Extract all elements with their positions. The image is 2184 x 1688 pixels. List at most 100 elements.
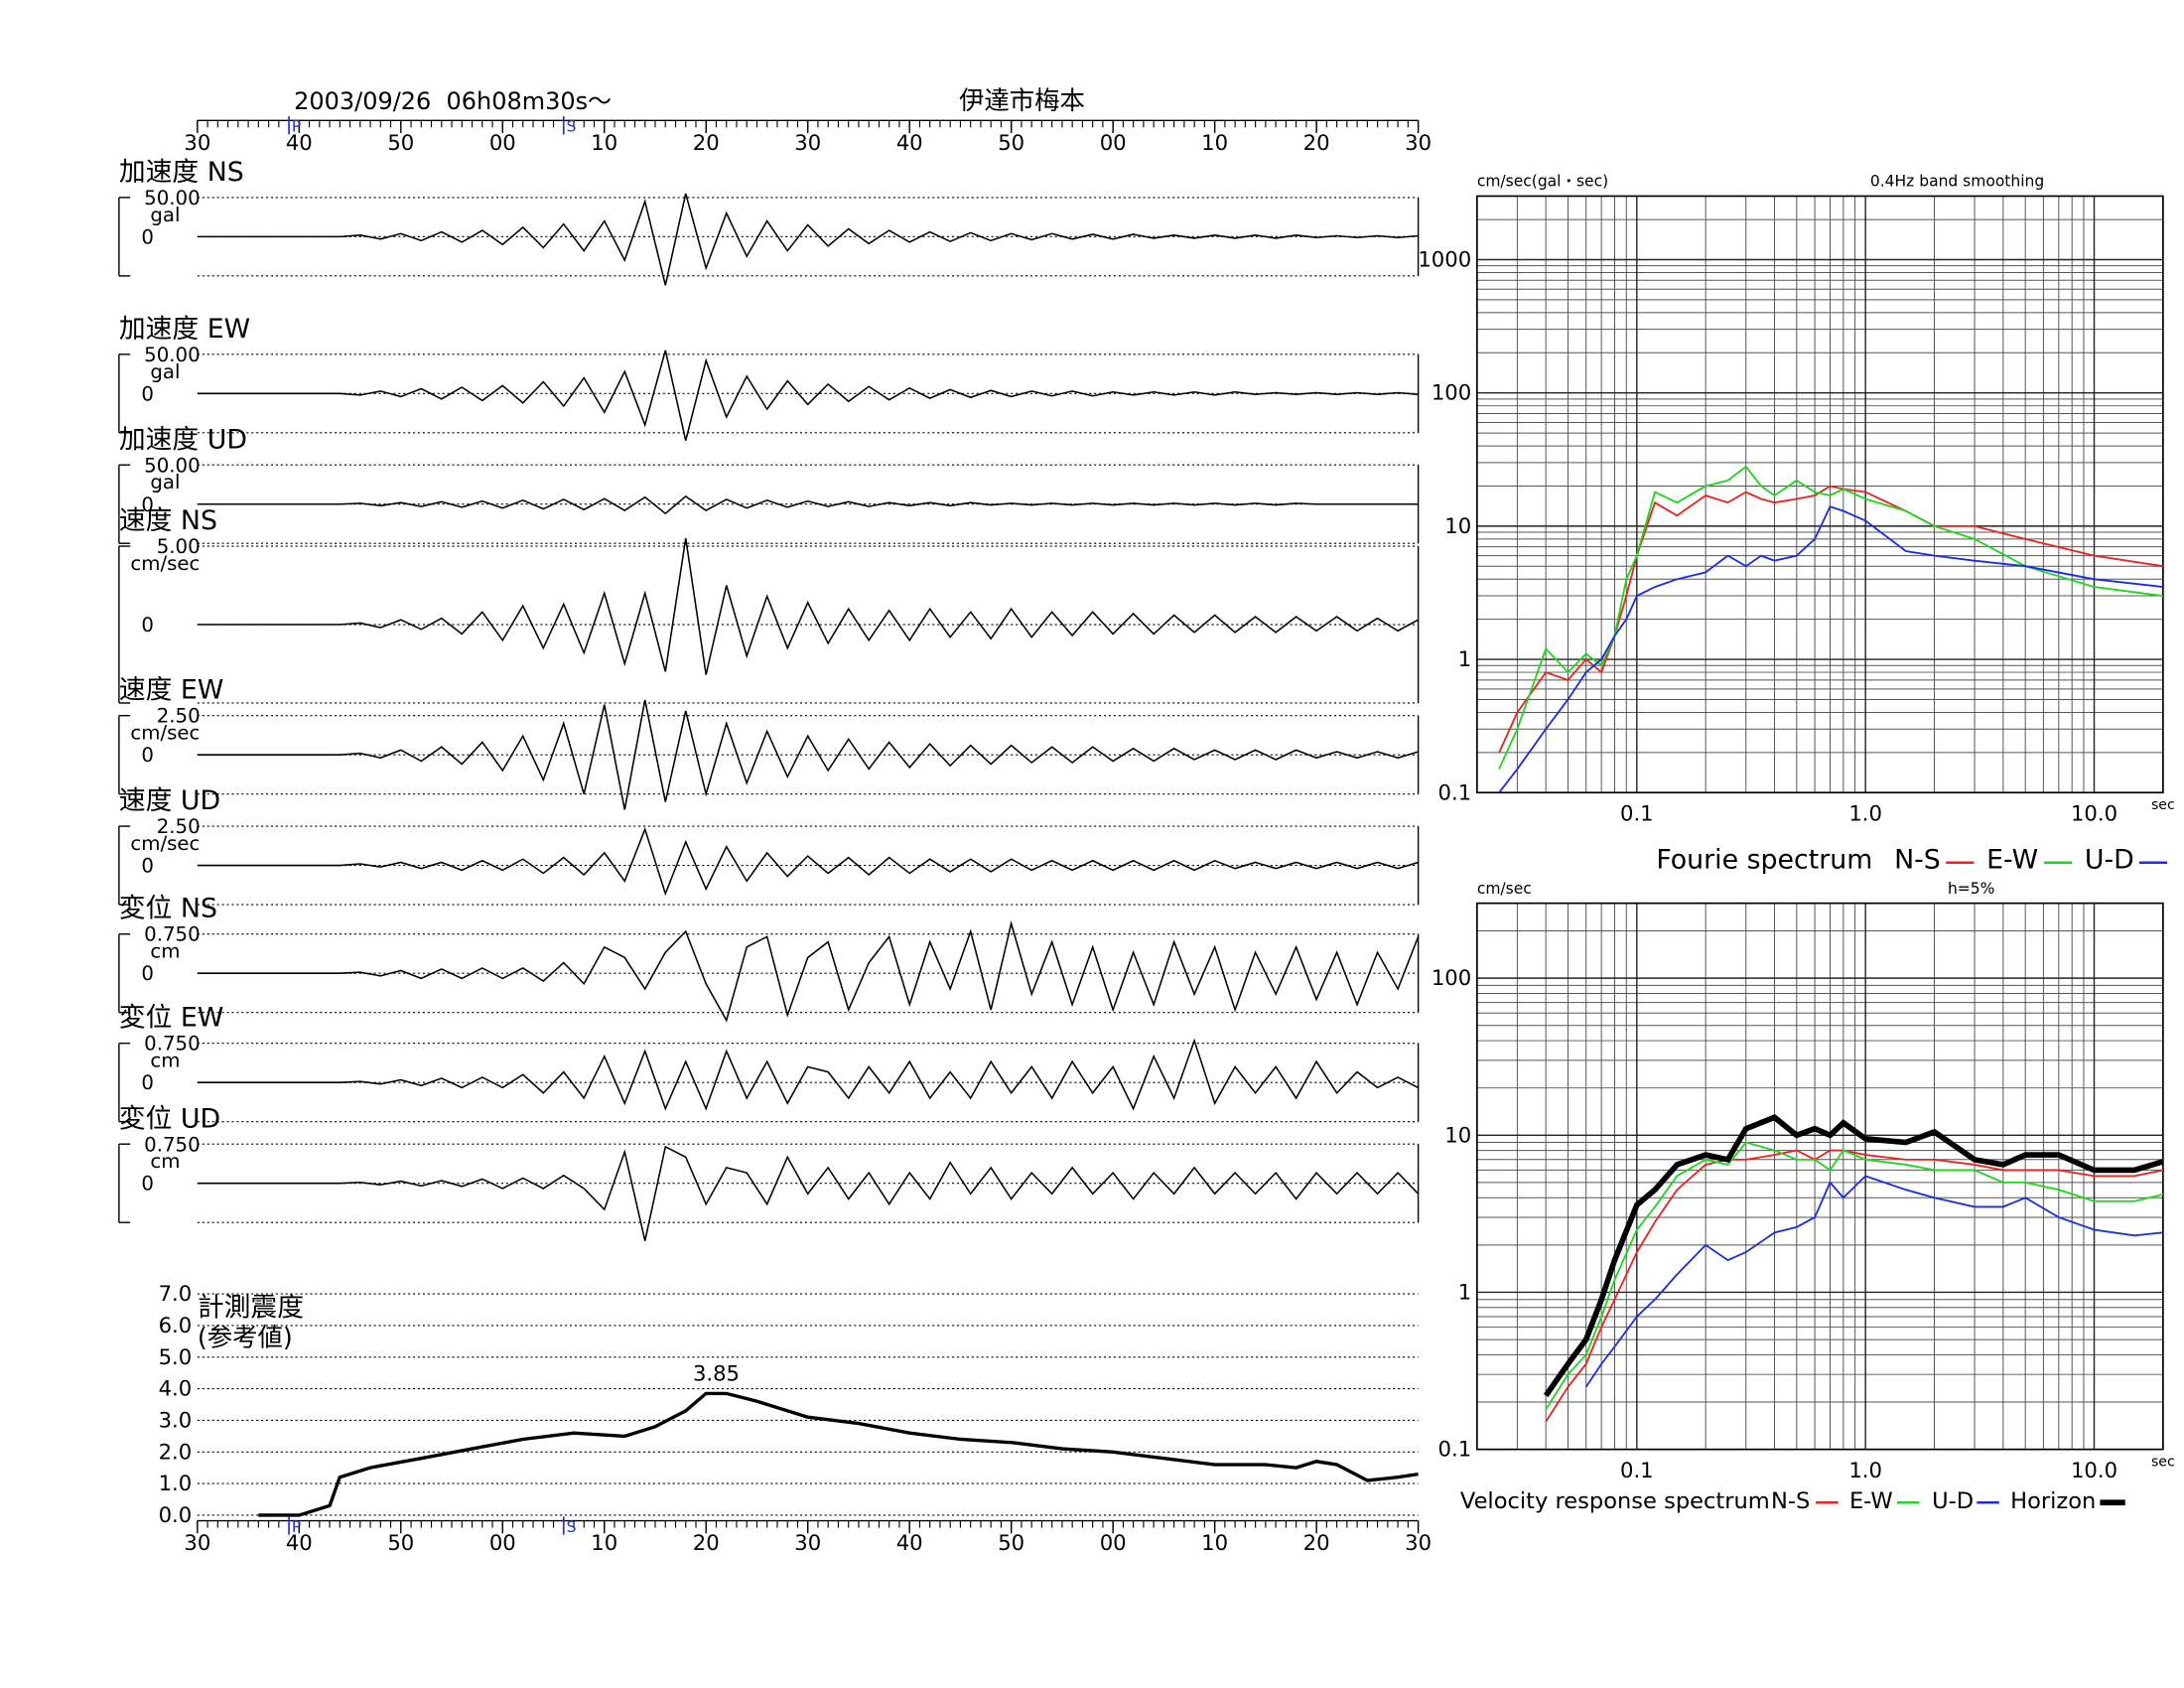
time-tick-label: 20 (1303, 130, 1330, 155)
legend-label: U-D (2085, 844, 2134, 875)
y-tick-label: 100 (1432, 965, 1471, 990)
plot-frame (1475, 195, 2164, 794)
phase-label: S (567, 118, 577, 136)
y-tick-label: 0.0 (159, 1502, 193, 1527)
waveform-trace (197, 193, 1419, 286)
record-datetime: 2003/09/26 06h08m30s〜 (294, 87, 612, 115)
y-tick-label: 0.750 (144, 1133, 201, 1156)
y-tick-label: 5.0 (159, 1344, 193, 1369)
time-tick-label: 30 (1405, 130, 1432, 155)
trace-title: 加速度 UD (119, 424, 247, 455)
waveform-trace (197, 494, 1419, 515)
time-tick-label: 20 (693, 130, 720, 155)
time-tick-label: 40 (896, 130, 923, 155)
trace-title: 速度 NS (119, 505, 217, 536)
legend-label: Horizon (2010, 1488, 2096, 1514)
unit-label: gal (150, 204, 180, 226)
trace-title: 変位 EW (119, 1003, 223, 1034)
chart-title: Fourie spectrum (1656, 844, 1872, 875)
waveform-trace (197, 826, 1419, 897)
plot-frame (1475, 902, 2164, 1451)
y-tick-label: 4.0 (159, 1376, 193, 1401)
unit-label: cm/sec (130, 832, 200, 855)
y-tick-label: 10 (1444, 513, 1471, 538)
legend-label: N-S (1771, 1488, 1810, 1514)
x-tick-label: 1.0 (1848, 1458, 1882, 1482)
y-tick-label: 0 (141, 1173, 154, 1196)
trace-title: 変位 NS (119, 894, 217, 924)
y-tick-label: 0 (141, 962, 154, 985)
y-tick-label: 0.1 (1438, 779, 1472, 804)
y-tick-label: 0.750 (144, 923, 201, 946)
spectrum-line (1543, 1114, 2164, 1398)
y-tick-label: 1.0 (159, 1471, 193, 1495)
legend-label: E-W (1849, 1488, 1893, 1514)
time-tick-label: 00 (1100, 1530, 1127, 1555)
phase-label: S (567, 1518, 577, 1536)
y-tick-label: 10 (1444, 1122, 1471, 1147)
y-tick-label: 0 (141, 614, 154, 636)
unit-label: gal (150, 360, 180, 383)
time-tick-label: 00 (1100, 130, 1127, 155)
time-tick-label: 30 (184, 1530, 210, 1555)
time-tick-label: 30 (184, 130, 210, 155)
x-tick-label: 0.1 (1620, 1458, 1654, 1482)
trace-title: 加速度 NS (119, 157, 244, 188)
x-tick-label: 10.0 (2071, 1458, 2117, 1482)
time-tick-label: 00 (489, 1530, 516, 1555)
chart-title: 計測震度 (198, 1293, 304, 1324)
time-tick-label: 50 (387, 130, 414, 155)
y-tick-label: 0 (141, 744, 154, 767)
x-axis-label: sec (2151, 797, 2175, 813)
time-tick-label: 20 (1303, 1530, 1330, 1555)
chart-subtitle: (参考値) (198, 1322, 293, 1351)
unit-label: gal (150, 471, 180, 493)
unit-label: cm (150, 1050, 180, 1072)
spectrum-line (1498, 465, 2163, 770)
y-tick-label: 2.50 (157, 705, 201, 728)
trace-title: 加速度 EW (119, 314, 250, 345)
y-axis-label: cm/sec (1477, 880, 1532, 898)
phase-label: P (292, 118, 301, 136)
waveform-trace (197, 920, 1420, 1023)
unit-label: cm/sec (130, 552, 200, 575)
y-tick-label: 0.1 (1438, 1437, 1472, 1462)
y-tick-label: 6.0 (159, 1313, 193, 1337)
y-tick-label: 1000 (1418, 247, 1471, 272)
legend-label: E-W (1986, 844, 2038, 875)
peak-annotation: 3.85 (693, 1361, 740, 1386)
time-tick-label: 40 (896, 1530, 923, 1555)
intensity-line (258, 1391, 1419, 1517)
y-tick-label: 2.50 (157, 815, 201, 838)
y-tick-label: 1 (1458, 646, 1471, 671)
time-tick-label: 10 (1201, 1530, 1228, 1555)
legend-label: U-D (1932, 1488, 1974, 1514)
spectrum-line (1498, 505, 2163, 793)
trace-title: 速度 UD (119, 785, 220, 816)
y-tick-label: 1 (1458, 1280, 1471, 1305)
y-tick-label: 3.0 (159, 1407, 193, 1432)
time-tick-label: 50 (387, 1530, 414, 1555)
y-tick-label: 0 (141, 382, 154, 405)
unit-label: cm (150, 940, 180, 963)
time-tick-label: 30 (794, 1530, 821, 1555)
x-tick-label: 1.0 (1848, 800, 1882, 825)
x-axis-label: sec (2151, 1455, 2175, 1471)
time-tick-label: 40 (286, 130, 313, 155)
time-tick-label: 40 (286, 1530, 313, 1555)
waveform-trace (197, 1038, 1419, 1111)
time-tick-label: 50 (998, 130, 1024, 155)
legend-label: N-S (1894, 844, 1941, 875)
y-tick-label: 0 (141, 225, 154, 248)
y-axis-label: cm/sec(gal・sec) (1477, 173, 1608, 191)
y-tick-label: 2.0 (159, 1439, 193, 1464)
spectrum-line (1584, 1175, 2163, 1388)
time-tick-label: 50 (998, 1530, 1024, 1555)
y-tick-label: 50.00 (144, 344, 201, 366)
time-tick-label: 10 (1201, 130, 1228, 155)
spectrum-line (1545, 1141, 2164, 1410)
trace-title: 速度 EW (119, 675, 223, 706)
